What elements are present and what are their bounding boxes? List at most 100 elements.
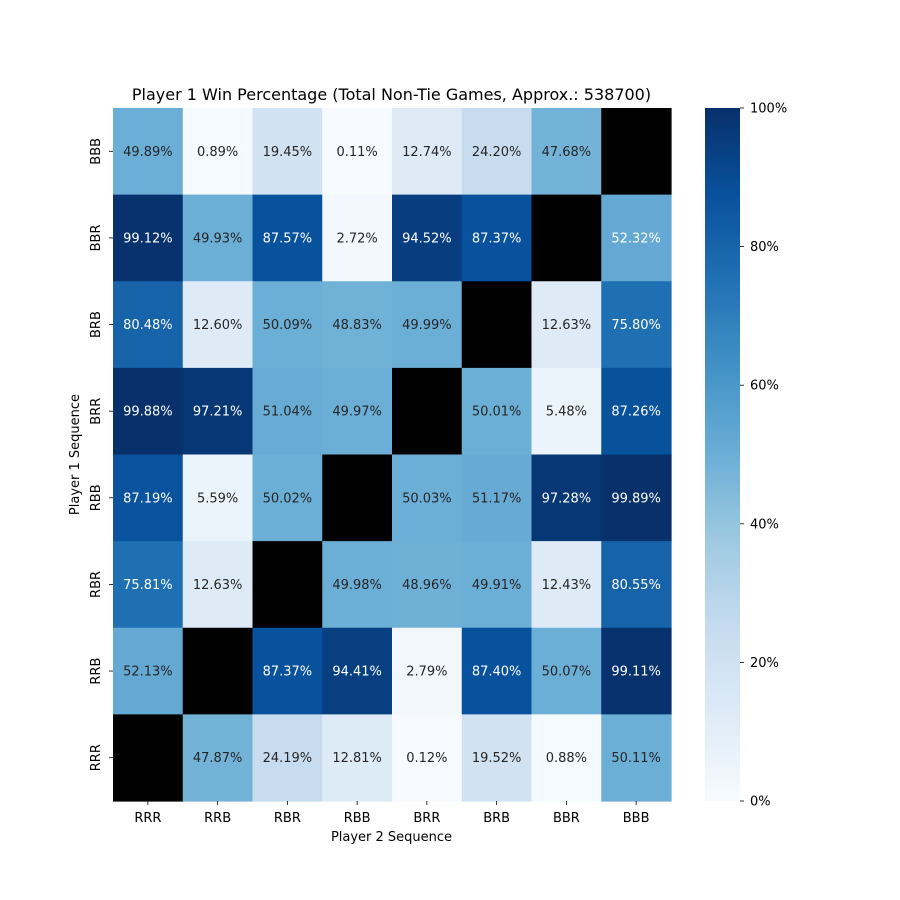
cell-value-label: 2.79% [406,665,447,680]
heatmap-cell [531,454,602,542]
x-tick-label: BRB [483,811,510,826]
cell-value-label: 94.41% [332,665,382,680]
heatmap-cell [252,281,323,369]
y-tick-label: BRR [89,398,104,425]
cell-value-label: 12.43% [542,578,592,593]
heatmap-cell-empty [113,714,184,802]
heatmap-cell [392,714,463,802]
cell-value-label: 50.03% [402,491,452,506]
heatmap-cell [461,714,533,802]
heatmap-cell [252,108,323,196]
cell-value-label: 52.32% [611,231,661,246]
heatmap-cell [531,281,602,369]
y-tick-label: RRB [89,658,104,685]
cell-value-label: 49.91% [472,578,522,593]
heatmap-cell [392,541,463,629]
heatmap-cell [322,281,393,369]
y-tick-label: BBB [89,138,104,165]
cell-value-label: 12.63% [542,318,592,333]
heatmap-cell [182,108,254,196]
cell-value-label: 47.87% [193,751,243,766]
heatmap-cell [461,108,533,196]
cell-value-label: 49.98% [332,578,382,593]
cell-value-label: 99.11% [611,665,661,680]
cell-value-label: 87.40% [472,665,522,680]
heatmap-cell [461,367,533,456]
y-tick-label: RBB [89,484,104,511]
cell-value-label: 87.37% [472,231,522,246]
heatmap-cell [182,454,254,542]
colorbar: 0% 20% 40% 60% 80% 100% [705,102,787,810]
heatmap-cell [252,367,323,456]
x-tick-label: BBR [553,811,580,826]
heatmap-cell [601,194,672,282]
cell-value-label: 48.96% [402,578,452,593]
heatmap-cell [322,627,393,715]
cell-value-label: 49.89% [123,145,173,160]
heatmap-cell-empty [531,194,602,282]
colorbar-tick-label: 80% [750,240,779,255]
cell-value-label: 50.02% [263,491,313,506]
x-tick-label: BRR [413,811,440,826]
heatmap-cell [601,627,672,715]
x-tick-label: RRR [134,811,161,826]
heatmap-cell [461,194,533,282]
cell-value-label: 87.19% [123,491,173,506]
colorbar-tick-label: 20% [750,656,779,671]
heatmap-cell [322,367,393,456]
x-axis-ticks: RRR RRB RBR RBB BRR BRB BBR BBB [134,801,650,826]
heatmap-cell [252,454,323,542]
y-axis-ticks: BBB BBR BRB BRR RBB RBR RRB RRR [89,138,113,771]
cell-value-label: 12.81% [332,751,382,766]
heatmap-cell [252,714,323,802]
heatmap-cell [392,627,463,715]
heatmap-cell [182,194,254,282]
heatmap-cell-empty [461,281,533,369]
x-tick-label: RRB [204,811,231,826]
cell-value-label: 87.37% [263,665,313,680]
y-tick-label: BRB [89,311,104,338]
heatmap-cell [182,541,254,629]
chart-title: Player 1 Win Percentage (Total Non-Tie G… [132,85,651,104]
cell-value-label: 99.12% [123,231,173,246]
heatmap-cell-empty [601,108,672,196]
heatmap-cell [531,367,602,456]
colorbar-tick-label: 60% [750,379,779,394]
x-tick-label: RBB [344,811,371,826]
cell-value-label: 12.74% [402,145,452,160]
heatmap-cell [531,714,602,802]
heatmap-cell [601,454,672,542]
cell-value-label: 75.81% [123,578,173,593]
heatmap-cell [601,281,672,369]
cell-value-label: 94.52% [402,231,452,246]
heatmap-cell-empty [392,367,463,456]
heatmap-cell [113,367,184,456]
heatmap-cell [601,714,672,802]
heatmap-cell [182,281,254,369]
heatmap-cell [461,541,533,629]
cell-value-label: 51.17% [472,491,522,506]
cell-value-label: 5.59% [197,491,238,506]
cell-value-label: 5.48% [546,405,587,420]
heatmap-cell [531,627,602,715]
cell-value-label: 87.26% [611,405,661,420]
cell-value-label: 52.13% [123,665,173,680]
cell-value-label: 0.88% [546,751,587,766]
x-tick-label: BBB [623,811,650,826]
y-axis-label: Player 1 Sequence [68,394,83,515]
y-tick-label: BBR [89,225,104,252]
colorbar-tick-label: 0% [750,795,771,810]
cell-value-label: 97.21% [193,405,243,420]
y-tick-label: RRR [89,744,104,771]
heatmap-cell [322,194,393,282]
cell-value-label: 49.93% [193,231,243,246]
cell-value-label: 49.97% [332,405,382,420]
cell-value-label: 0.11% [336,145,377,160]
colorbar-ticks: 0% 20% 40% 60% 80% 100% [740,102,787,810]
cell-value-label: 0.89% [197,145,238,160]
cell-value-label: 19.45% [263,145,313,160]
cell-value-label: 47.68% [542,145,592,160]
cell-value-label: 2.72% [336,231,377,246]
cell-value-label: 0.12% [406,751,447,766]
